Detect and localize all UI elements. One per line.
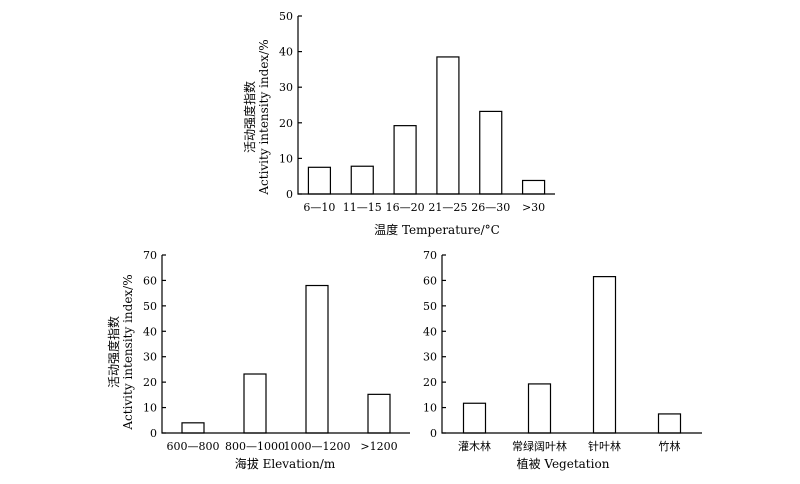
elevation-bar: [305, 284, 329, 434]
vegetation-x-ticks: 灌木林 常绿阔叶林 针叶林 竹林: [458, 439, 681, 453]
temperature-y-tick-label: 0: [286, 188, 293, 201]
temperature-bar: [393, 125, 417, 195]
elevation-y-tick-label: 10: [143, 402, 157, 415]
elevation-y-tick-label: 70: [143, 249, 157, 262]
vegetation-y-tick-label: 40: [423, 325, 437, 338]
elevation-x-tick-label: 600—800: [167, 440, 220, 453]
elevation-y-axis-label: 活动强度指数 Activity intensity index/%: [106, 274, 135, 430]
vegetation-bars: [462, 276, 682, 434]
elevation-y-ticks: 0 10 20 30 40 50 60 70: [143, 249, 166, 440]
vegetation-bar: [462, 402, 487, 434]
vegetation-x-tick-label: 针叶林: [588, 439, 621, 453]
vegetation-axes: [441, 255, 702, 434]
elevation-y-tick-label: 20: [143, 376, 157, 389]
vegetation-y-tick-label: 30: [423, 351, 437, 364]
temperature-bar: [436, 56, 460, 195]
temperature-x-axis-label: 温度 Temperature/°C: [374, 222, 500, 237]
temperature-y-axis-label-cn: 活动强度指数: [242, 81, 257, 153]
elevation-y-axis-label-cn: 活动强度指数: [106, 316, 121, 388]
vegetation-x-axis-label: 植被 Vegetation: [517, 456, 610, 471]
elevation-y-tick-label: 60: [143, 274, 157, 287]
vegetation-x-tick-label: 常绿阔叶林: [512, 439, 567, 453]
elevation-x-tick-label: 800—1000: [225, 440, 285, 453]
temperature-x-tick-label: 6—10: [303, 201, 335, 214]
elevation-bar: [367, 393, 391, 434]
vegetation-y-tick-label: 10: [423, 402, 437, 415]
temperature-x-tick-label: 21—25: [428, 201, 467, 214]
temperature-x-tick-label: 16—20: [386, 201, 425, 214]
elevation-axes: [161, 255, 410, 434]
temperature-y-axis-label: 活动强度指数 Activity intensity index/%: [242, 39, 271, 195]
elevation-y-tick-label: 40: [143, 325, 157, 338]
vegetation-y-tick-label: 60: [423, 274, 437, 287]
temperature-y-ticks: 0 10 20 30 40 50: [279, 10, 302, 201]
vegetation-x-tick-label: 灌木林: [458, 439, 491, 453]
elevation-chart: 0 10 20 30 40 50 60 70 600—800 800—10001000—1200…: [106, 249, 410, 471]
temperature-axes: [297, 16, 555, 195]
temperature-x-tick-label: 11—15: [343, 201, 382, 214]
elevation-y-tick-label: 50: [143, 300, 157, 313]
elevation-bar: [243, 373, 267, 434]
temperature-y-tick-label: 40: [279, 46, 293, 59]
vegetation-bar: [592, 276, 617, 434]
vegetation-bar: [657, 413, 682, 434]
elevation-y-tick-label: 30: [143, 351, 157, 364]
elevation-x-tick-label: >1200: [360, 440, 397, 453]
elevation-bar: [181, 422, 205, 434]
temperature-bar: [350, 165, 374, 195]
elevation-bars: [181, 284, 391, 434]
vegetation-y-tick-label: 50: [423, 300, 437, 313]
vegetation-y-tick-label: 0: [430, 427, 437, 440]
temperature-bar: [479, 110, 503, 195]
temperature-x-tick-label: >30: [522, 201, 545, 214]
elevation-y-tick-label: 0: [150, 427, 157, 440]
vegetation-bar: [527, 383, 552, 434]
elevation-y-axis-label-en: Activity intensity index/%: [121, 274, 135, 430]
vegetation-y-tick-label: 20: [423, 376, 437, 389]
temperature-bars: [307, 56, 546, 195]
vegetation-x-tick-label: 竹林: [659, 439, 681, 453]
temperature-bar: [521, 179, 546, 195]
temperature-y-axis-label-en: Activity intensity index/%: [257, 39, 271, 195]
vegetation-chart: 0 10 20 30 40 50 60 70 灌木林 常绿阔叶林 针叶林 竹林 植被 Vegetat…: [423, 249, 702, 471]
temperature-bar: [307, 166, 332, 195]
vegetation-y-tick-label: 70: [423, 249, 437, 262]
temperature-x-ticks: 6—10 11—15 16—20 21—25 26—30 >30: [303, 201, 545, 214]
temperature-x-tick-label: 26—30: [471, 201, 510, 214]
temperature-y-tick-label: 50: [279, 10, 293, 23]
temperature-y-tick-label: 30: [279, 81, 293, 94]
elevation-x-tick-label: 1000—1200: [284, 440, 351, 453]
vegetation-y-ticks: 0 10 20 30 40 50 60 70: [423, 249, 446, 440]
temperature-y-tick-label: 20: [279, 117, 293, 130]
elevation-x-axis-label: 海拔 Elevation/m: [235, 456, 336, 471]
temperature-y-tick-label: 10: [279, 152, 293, 165]
